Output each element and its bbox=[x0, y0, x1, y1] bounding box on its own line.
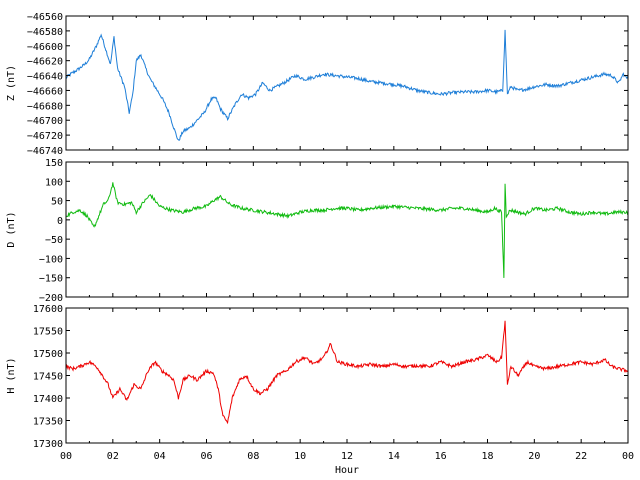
h-panel-ytick-label-4: 17500 bbox=[33, 349, 63, 360]
h-panel-ytick-label-0: 17300 bbox=[33, 439, 63, 450]
d-panel-ytick-label-1: −150 bbox=[39, 274, 63, 285]
xtick-label-7: 14 bbox=[388, 451, 400, 462]
z-panel-ytick-label-1: −46720 bbox=[27, 131, 63, 142]
h-panel-ytick-label-5: 17550 bbox=[33, 327, 63, 338]
xtick-label-11: 22 bbox=[575, 451, 587, 462]
xtick-label-4: 08 bbox=[247, 451, 259, 462]
xtick-label-0: 00 bbox=[60, 451, 72, 462]
xtick-label-6: 12 bbox=[341, 451, 353, 462]
d-panel-ytick-label-6: 100 bbox=[45, 177, 63, 188]
d-panel-ytick-label-7: 150 bbox=[45, 158, 63, 169]
xtick-label-3: 06 bbox=[200, 451, 212, 462]
z-panel-ytick-label-8: −46580 bbox=[27, 27, 63, 38]
z-panel-ytick-label-0: −46740 bbox=[27, 146, 63, 157]
d-panel-ytick-label-5: 50 bbox=[51, 197, 63, 208]
z-panel-series-line-0 bbox=[65, 29, 629, 141]
h-panel-series-line-0 bbox=[65, 320, 629, 425]
d-panel-frame bbox=[65, 161, 629, 298]
h-panel-ytick-label-2: 17400 bbox=[33, 394, 63, 405]
d-panel: −200 −150 −100 −50 0 50 100 150 D (nT) bbox=[6, 158, 629, 304]
xtick-label-5: 10 bbox=[294, 451, 306, 462]
xtick-label-12: 00 bbox=[622, 451, 634, 462]
z-panel-ylabel: Z (nT) bbox=[6, 65, 17, 101]
h-panel-frame bbox=[65, 307, 629, 444]
xtick-label-1: 02 bbox=[107, 451, 119, 462]
z-panel: −46740 −46720 −46700 −46680 −46660 −46640 −466… bbox=[6, 12, 629, 157]
z-panel-ytick-label-9: −46560 bbox=[27, 12, 63, 23]
d-panel-ytick-label-4: 0 bbox=[57, 216, 63, 227]
h-panel-ytick-label-1: 17350 bbox=[33, 417, 63, 428]
d-panel-ytick-label-3: −50 bbox=[45, 235, 63, 246]
x-axis-title: Hour bbox=[335, 465, 359, 476]
h-panel-ylabel: H (nT) bbox=[6, 357, 17, 393]
h-panel-ytick-label-6: 17600 bbox=[33, 304, 63, 315]
h-panel-ytick-label-3: 17450 bbox=[33, 372, 63, 383]
z-panel-ytick-label-4: −46660 bbox=[27, 86, 63, 97]
z-panel-frame bbox=[65, 15, 629, 151]
xtick-label-2: 04 bbox=[154, 451, 166, 462]
d-panel-ytick-label-0: −200 bbox=[39, 293, 63, 304]
z-panel-ytick-label-2: −46700 bbox=[27, 116, 63, 127]
z-panel-ytick-label-6: −46620 bbox=[27, 57, 63, 68]
d-panel-series-line-0 bbox=[65, 182, 629, 278]
d-panel-ytick-label-2: −100 bbox=[39, 254, 63, 265]
z-panel-ytick-label-7: −46600 bbox=[27, 42, 63, 53]
d-panel-ylabel: D (nT) bbox=[6, 211, 17, 247]
z-panel-ytick-label-5: −46640 bbox=[27, 72, 63, 83]
h-panel: 17300 17350 17400 17450 17500 17550 17600 H (nT… bbox=[6, 304, 629, 450]
xtick-label-9: 18 bbox=[481, 451, 493, 462]
xtick-label-8: 16 bbox=[435, 451, 447, 462]
z-panel-ytick-label-3: −46680 bbox=[27, 101, 63, 112]
xtick-label-10: 20 bbox=[528, 451, 540, 462]
